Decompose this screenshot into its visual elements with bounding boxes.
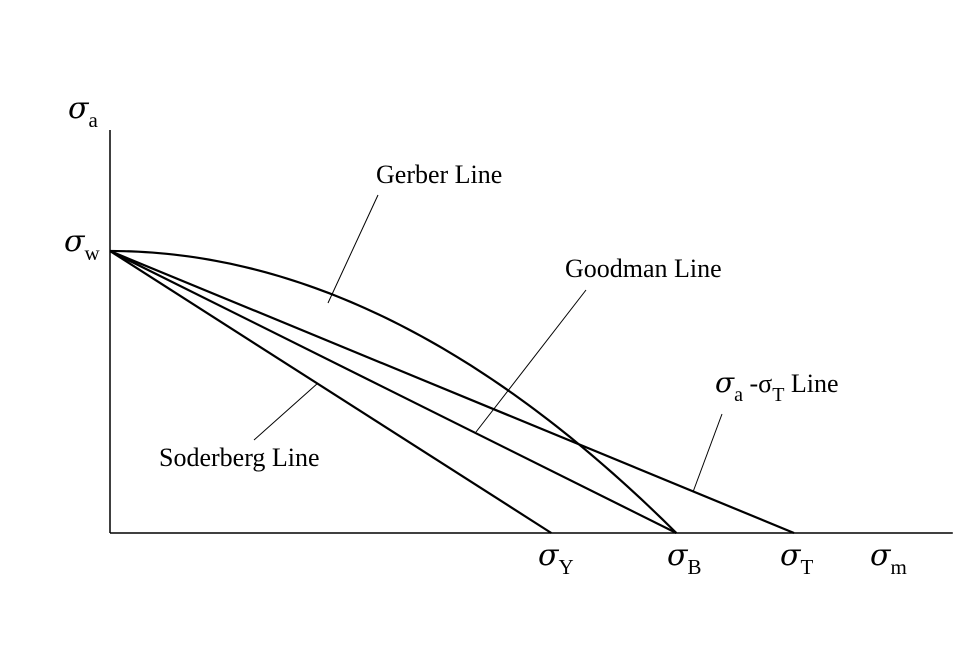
x-tick-ultimate: σB bbox=[667, 538, 702, 579]
sigma-t-line-label: σa -σT Line bbox=[715, 366, 839, 406]
sigma-a-sigma-t-line bbox=[109, 249, 795, 535]
soderberg-line bbox=[109, 250, 552, 534]
goodman-label: Goodman Line bbox=[565, 254, 722, 283]
gerber-label: Gerber Line bbox=[376, 160, 502, 189]
x-tick-true-fracture: σT bbox=[780, 538, 813, 579]
x-axis-label: σm bbox=[870, 538, 907, 579]
gerber-leader bbox=[327, 194, 379, 304]
goodman-line bbox=[109, 250, 677, 534]
y-axis-label: σa bbox=[68, 91, 98, 132]
soderberg-label: Soderberg Line bbox=[159, 443, 320, 472]
sigma-t-leader bbox=[692, 413, 723, 493]
gerber-line bbox=[109, 249, 678, 534]
goodman-leader bbox=[475, 289, 587, 433]
soderberg-leader bbox=[253, 382, 319, 441]
x-tick-yield: σY bbox=[538, 538, 574, 579]
y-intercept-label: σw bbox=[64, 224, 100, 265]
